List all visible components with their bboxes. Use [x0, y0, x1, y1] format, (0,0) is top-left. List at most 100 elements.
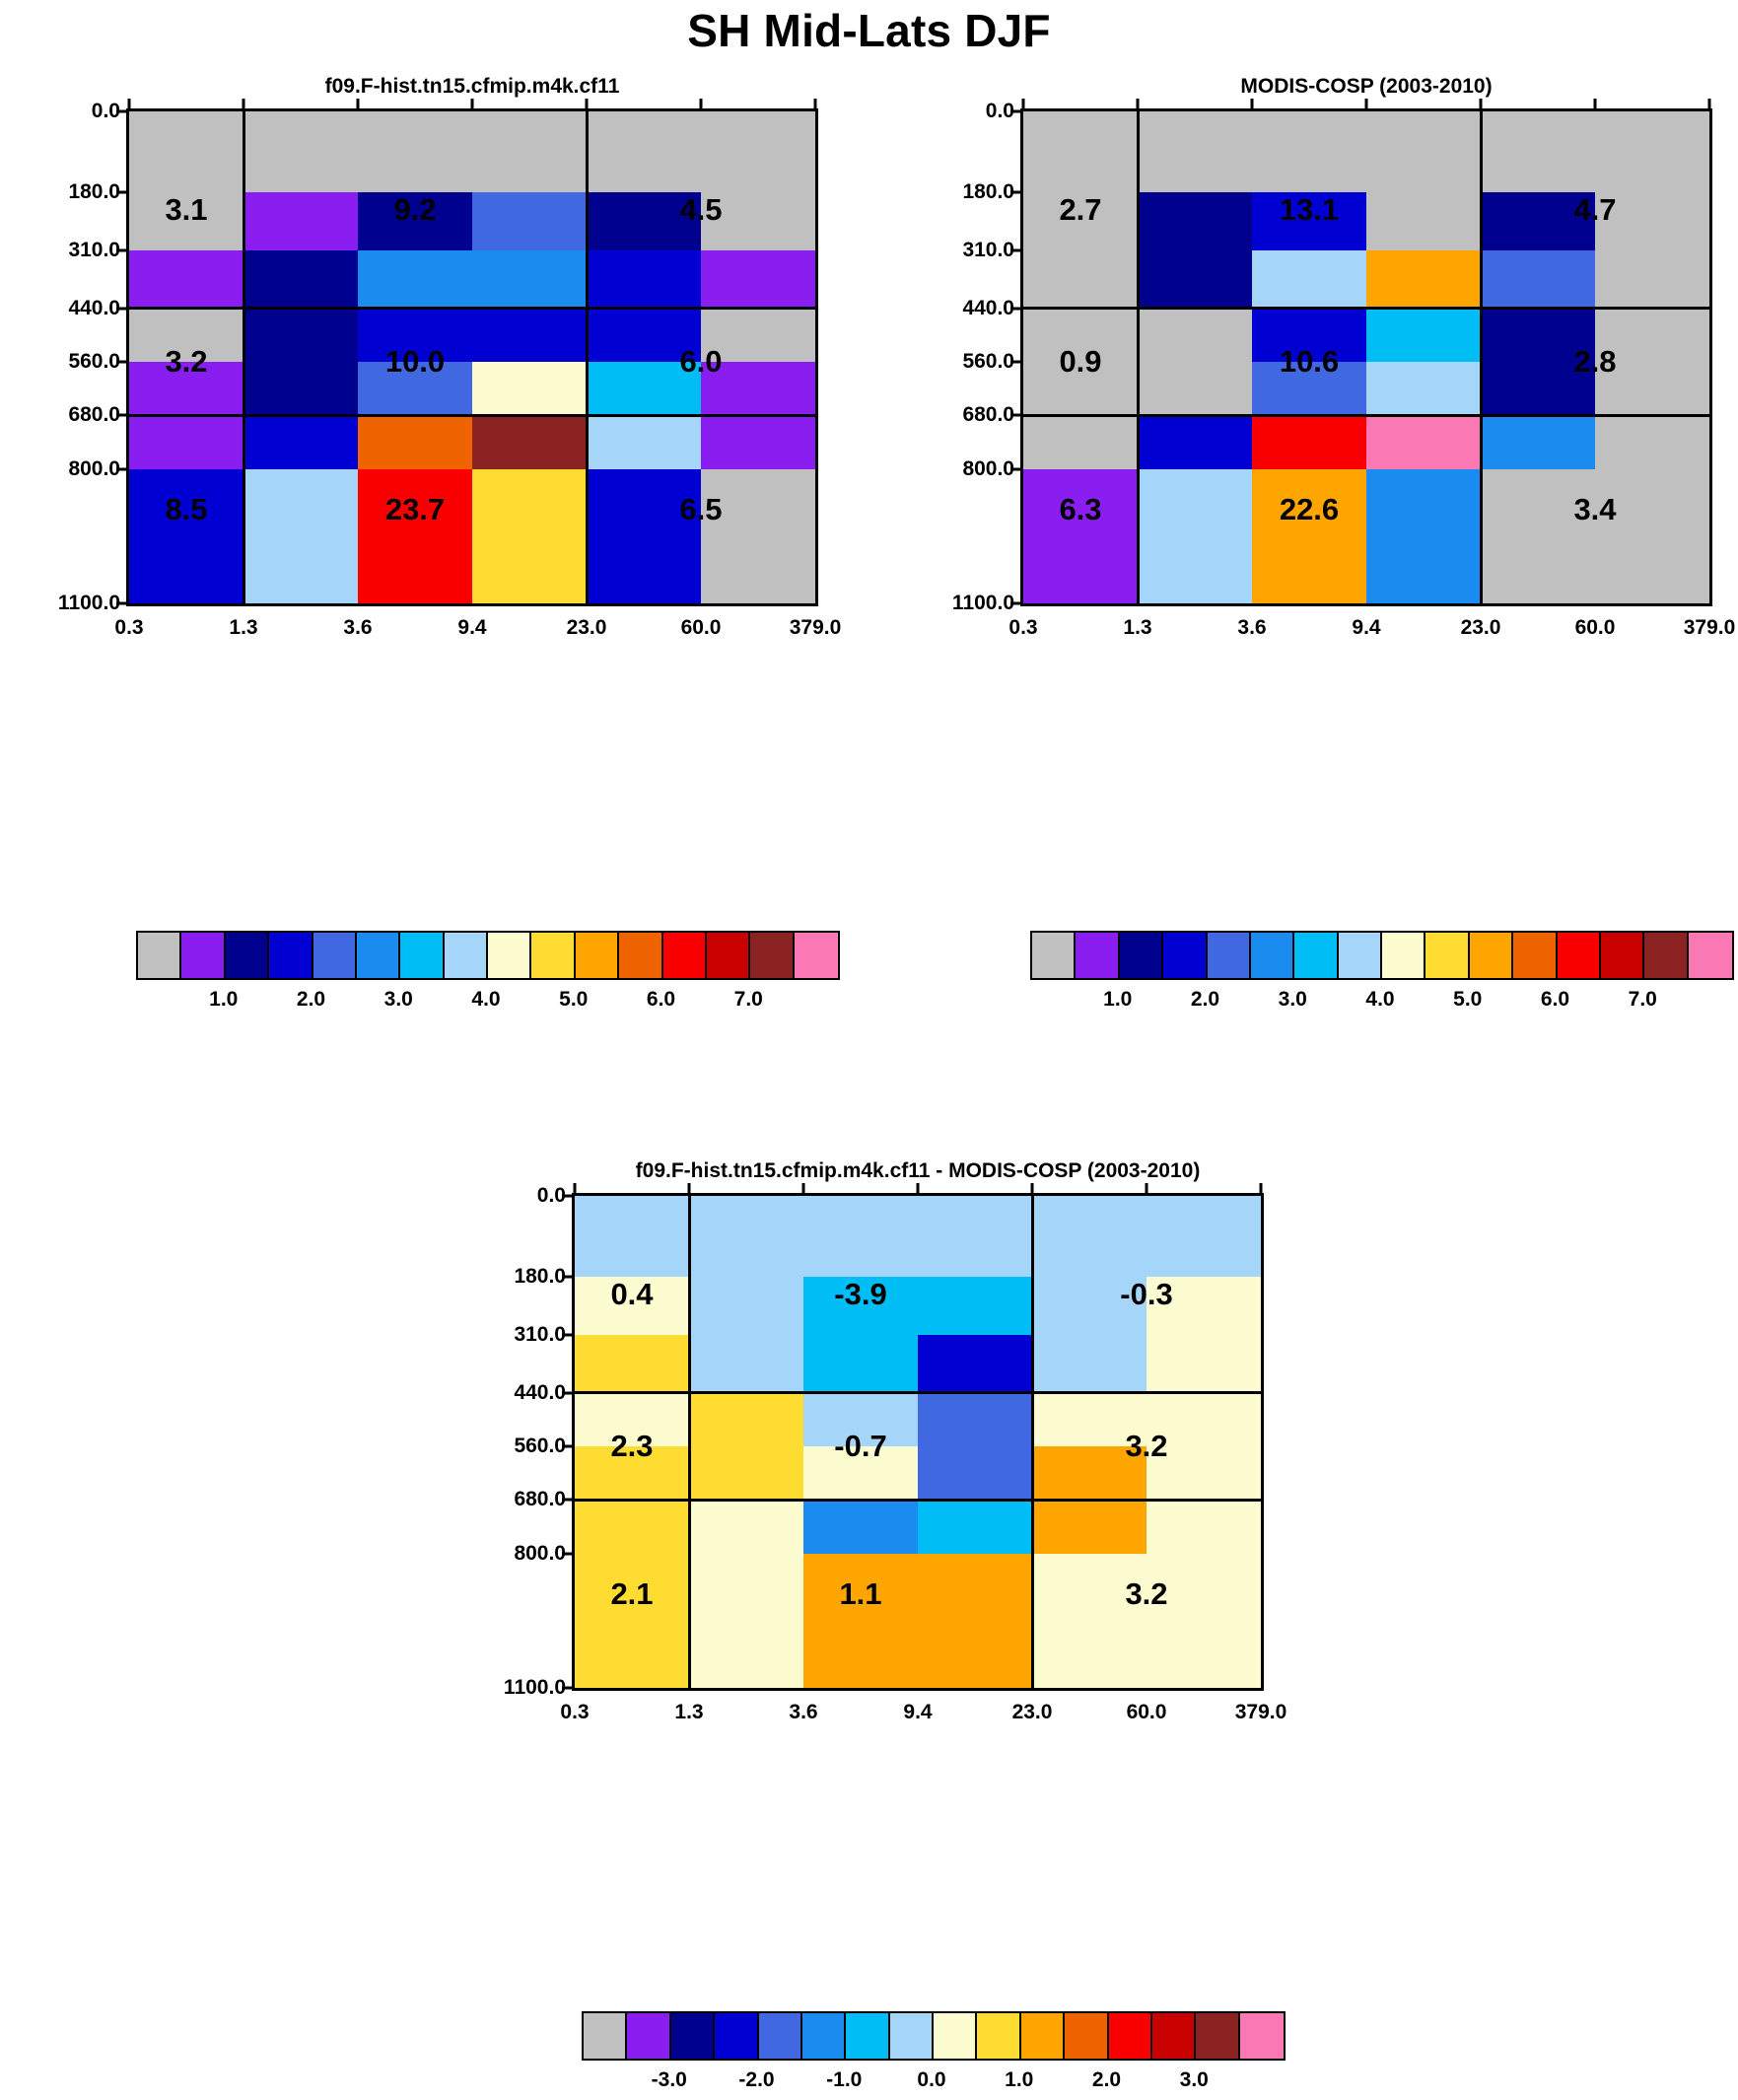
heatmap-cell [358, 415, 472, 469]
y-tick-mark [562, 1333, 575, 1337]
colorbar-segment [1250, 933, 1295, 978]
heatmap-cell [1023, 362, 1138, 416]
colorbar-segment [531, 933, 576, 978]
colorbar-segment [619, 933, 663, 978]
heatmap-cell [1481, 111, 1595, 192]
colorbar-segment [750, 933, 795, 978]
colorbar-segment [1338, 933, 1382, 978]
x-tick-mark [916, 1183, 920, 1196]
y-tick-mark [1010, 190, 1023, 194]
x-tick-mark [801, 1183, 805, 1196]
y-tick-mark [1010, 360, 1023, 364]
group-divider-horizontal [129, 413, 815, 417]
colorbar-tick-label: 6.0 [646, 988, 676, 1011]
heatmap-cell [129, 191, 243, 250]
y-tick-mark [1010, 601, 1023, 605]
heatmap-cell [358, 308, 472, 362]
x-tick-label: 60.0 [680, 616, 722, 639]
group-divider-vertical [1479, 111, 1483, 603]
heatmap-cell [587, 191, 701, 250]
heatmap-cell [918, 1276, 1032, 1335]
colorbar-strip [136, 931, 840, 980]
colorbar-segment [1020, 2013, 1066, 2059]
colorbar-model: 1.0 2.0 3.0 4.0 5.0 6.0 7.0 [136, 931, 840, 1019]
colorbar-segment [1032, 933, 1077, 978]
colorbar-segment [1239, 2013, 1284, 2059]
colorbar-tick-label: 2.0 [296, 988, 326, 1011]
y-tick-label: 180.0 [962, 179, 1014, 203]
heatmap-cell [575, 1334, 689, 1393]
colorbar-obs: 1.0 2.0 3.0 4.0 5.0 6.0 7.0 [1030, 931, 1734, 1019]
x-tick-mark [1593, 99, 1597, 111]
heatmap-cell [575, 1392, 689, 1446]
heatmap-cell [472, 111, 587, 192]
colorbar-segment [400, 933, 445, 978]
colorbar-segment [575, 933, 620, 978]
x-tick-label: 23.0 [1460, 616, 1501, 639]
heatmap-cell [575, 1276, 689, 1335]
heatmap-cell [918, 1500, 1032, 1554]
heatmap-cell [587, 362, 701, 416]
panel-title-model: f09.F-hist.tn15.cfmip.m4k.cf11 [324, 75, 620, 98]
y-tick-label: 1100.0 [57, 592, 120, 614]
heatmap-cell [1138, 111, 1252, 192]
x-tick-mark [1364, 99, 1368, 111]
y-tick-mark [116, 601, 129, 605]
heatmap-cell [1595, 308, 1709, 362]
heatmap-cell [358, 362, 472, 416]
colorbar-tick-label: -3.0 [651, 2068, 687, 2091]
heatmap-cell [803, 1446, 918, 1501]
heatmap-cell [1032, 1553, 1147, 1688]
x-tick-label: 3.6 [343, 616, 373, 639]
y-tick-mark [116, 307, 129, 311]
heatmap-cell [243, 191, 358, 250]
colorbar-segment [801, 2013, 847, 2059]
heatmap-cell [1032, 1500, 1147, 1554]
colorbar-segment [627, 2013, 671, 2059]
heatmap-cell [1481, 191, 1595, 250]
y-tick-mark [562, 1194, 575, 1198]
panel-title-difference: f09.F-hist.tn15.cfmip.m4k.cf11 - MODIS-C… [635, 1159, 1201, 1182]
heatmap-cell [1595, 468, 1709, 603]
heatmap-cell [1032, 1334, 1147, 1393]
heatmap-cell [803, 1392, 918, 1446]
panel-model: f09.F-hist.tn15.cfmip.m4k.cf11 3.1 9.2 4.5 3… [58, 75, 841, 665]
colorbar-segment [269, 933, 313, 978]
colorbar-segment [1207, 933, 1251, 978]
heatmap-cell [1252, 191, 1366, 250]
heatmap-cell [243, 111, 358, 192]
y-tick-label: 310.0 [962, 238, 1014, 261]
heatmap-cell [1032, 1392, 1147, 1446]
colorbar-segment [1196, 2013, 1240, 2059]
x-tick-mark [1250, 99, 1254, 111]
y-tick-mark [1010, 307, 1023, 311]
colorbar-segment [1600, 933, 1645, 978]
colorbar-tick-label: -1.0 [826, 2068, 863, 2091]
heatmap-cell [1366, 308, 1481, 362]
heatmap-cell [803, 1196, 918, 1277]
x-tick-mark [699, 99, 703, 111]
heatmap-cell [701, 362, 815, 416]
group-divider-vertical [585, 111, 589, 603]
heatmap-cell [587, 249, 701, 309]
heatmap-cell [1595, 415, 1709, 469]
x-tick-label: 379.0 [789, 616, 842, 639]
heatmap-cell [918, 1446, 1032, 1501]
heatmap-cell [1032, 1276, 1147, 1335]
colorbar-segment [1688, 933, 1732, 978]
x-tick-mark [573, 1183, 577, 1196]
colorbar-segment [1382, 933, 1426, 978]
heatmap-cell [1147, 1276, 1261, 1335]
x-tick-mark [1145, 1183, 1148, 1196]
heatmap-cell [1147, 1334, 1261, 1393]
y-tick-label: 1100.0 [503, 1676, 566, 1699]
y-tick-label: 1100.0 [951, 592, 1014, 614]
x-tick-mark [813, 99, 817, 111]
heatmap-difference: 0.4 -3.9 -0.3 2.3 -0.7 3.2 2.1 1.1 3.2 0.0 180.0 31… [504, 1183, 1286, 1723]
heatmap-cell [358, 191, 472, 250]
heatmap-cell [689, 1276, 803, 1335]
colorbar-tick-label: 5.0 [1453, 988, 1483, 1011]
heatmap-cell [129, 111, 243, 192]
x-tick-mark [1479, 99, 1483, 111]
y-tick-label: 680.0 [514, 1488, 566, 1511]
